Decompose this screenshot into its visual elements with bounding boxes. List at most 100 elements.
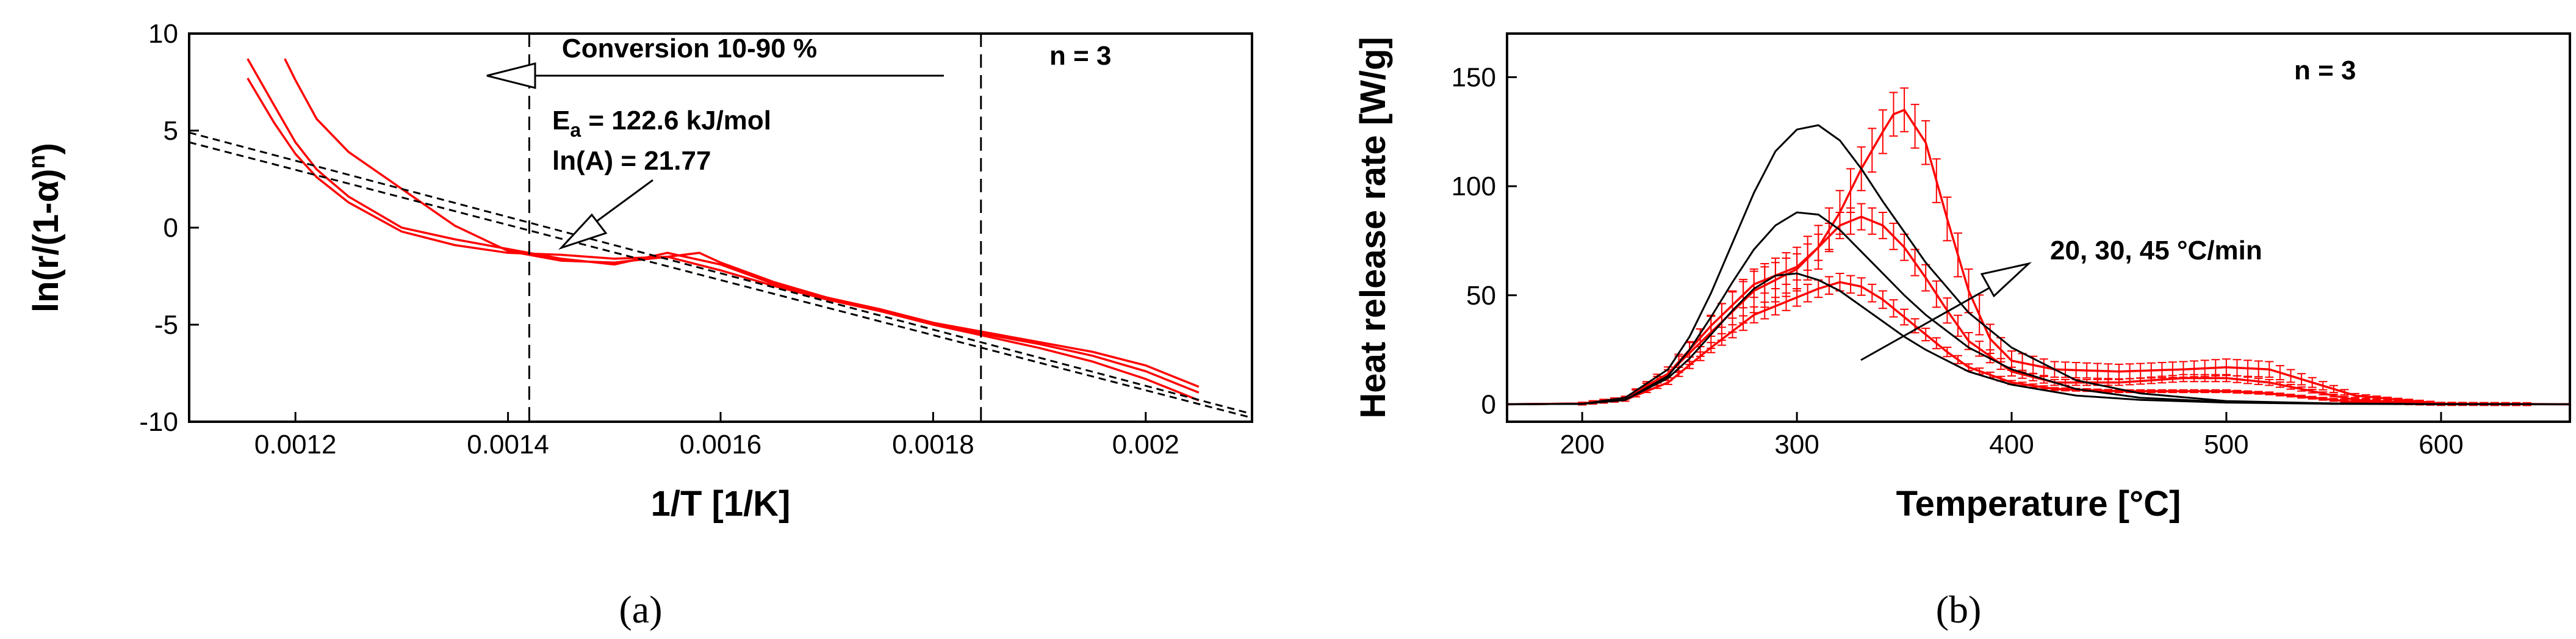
chart-a-ea-value: = 122.6 kJ/mol xyxy=(581,106,771,135)
chart-b-error-bar xyxy=(2275,365,2284,381)
chart-a-y-tick-label: 10 xyxy=(148,19,178,49)
chart-b-error-bar xyxy=(1857,277,1866,296)
chart-a-conversion-arrow xyxy=(486,62,944,89)
chart-b-error-bar xyxy=(1910,104,1919,149)
chart-b-error-bar xyxy=(1824,207,1833,253)
chart-b-error-bar xyxy=(2329,384,2338,393)
chart-a-y-ticks: -10 -5 0 5 10 xyxy=(139,19,199,437)
chart-b-error-bar xyxy=(2093,363,2102,379)
chart-b-series xyxy=(1506,87,2571,406)
chart-b-error-bar xyxy=(2308,377,2317,388)
chart-a-y-axis-title-main: ln(r/(1-α) xyxy=(26,169,66,312)
chart-b-error-bar xyxy=(1835,190,1844,235)
chart-b-error-bar xyxy=(2286,394,2295,398)
chart-b-error-bar xyxy=(2050,387,2059,391)
chart-a-y-tick-label: -5 xyxy=(154,310,178,340)
chart-b-error-bar xyxy=(1846,275,1855,294)
chart-b-error-bar xyxy=(2254,391,2263,395)
chart-a-x-axis-title: 1/T [1/K] xyxy=(651,484,791,524)
chart-b-error-bar xyxy=(1954,314,1962,337)
chart-b: 200 300 400 500 600 0 50 100 150 Temperature [°… xyxy=(1353,32,2571,524)
chart-b-error-bar xyxy=(1878,109,1887,154)
chart-b-error-bar xyxy=(2243,376,2253,384)
chart-b-error-bar xyxy=(1964,268,1973,314)
chart-b-error-bar xyxy=(1771,258,1780,303)
chart-a-x-tick-label: 0.0018 xyxy=(892,430,974,460)
chart-b-y-axis-title: Heat release rate [W/g] xyxy=(1353,37,1393,418)
chart-b-error-bar xyxy=(1954,355,1962,364)
chart-b-error-bar xyxy=(2157,362,2167,378)
chart-b-model-line xyxy=(1506,124,2571,405)
chart-b-error-bar xyxy=(2115,363,2123,380)
chart-b-error-bar xyxy=(1921,327,1930,342)
chart-b-error-bar xyxy=(1910,248,1919,276)
chart-a-ea-symbol: E xyxy=(552,106,570,135)
chart-b-error-bar xyxy=(2308,389,2317,394)
chart-b-error-bar xyxy=(2071,362,2081,378)
chart-a-y-axis-title-exponent: n xyxy=(24,154,50,168)
chart-b-error-bar xyxy=(2383,396,2392,401)
chart-b-error-bar xyxy=(1760,263,1769,308)
chart-b-x-tick-label: 200 xyxy=(1560,430,1604,460)
chart-a-ea-subscript: a xyxy=(570,119,581,141)
chart-b-error-bar xyxy=(2394,397,2403,402)
chart-b-error-bar xyxy=(1921,264,1930,292)
chart-b-error-bar xyxy=(2136,363,2145,379)
chart-b-error-bar xyxy=(2168,389,2177,394)
chart-b-y-tick-label: 100 xyxy=(1452,171,1496,201)
chart-b-error-bar xyxy=(2232,389,2242,394)
chart-b-error-bar xyxy=(1975,294,1984,336)
chart-b-error-bar xyxy=(2243,390,2253,394)
chart-b-error-bar xyxy=(2319,397,2328,401)
chart-b-error-bar xyxy=(2415,399,2424,404)
chart-b-error-bar xyxy=(2319,391,2328,395)
chart-a-n-label: n = 3 xyxy=(1049,41,1112,71)
chart-b-error-bar xyxy=(1803,236,1812,281)
chart-b-error-bar xyxy=(2405,399,2414,403)
chart-b-error-bar xyxy=(2115,378,2123,386)
chart-a-fit-line xyxy=(189,141,1253,419)
chart-a-y-tick-label: 5 xyxy=(164,116,178,146)
chart-b-error-bar xyxy=(2039,358,2048,377)
chart-b-error-bar xyxy=(2297,394,2306,399)
chart-b-error-bar xyxy=(2308,395,2317,400)
chart-b-error-bar xyxy=(1921,120,1930,165)
chart-b-error-bar xyxy=(2243,359,2253,377)
chart-b-error-bar xyxy=(2361,398,2370,403)
chart-b-y-ticks: 0 50 100 150 xyxy=(1452,62,1517,419)
chart-b-error-bar xyxy=(2329,394,2338,398)
chart-b-error-bar xyxy=(2361,394,2370,399)
chart-a-x-tick-label: 0.002 xyxy=(1112,430,1179,460)
chart-b-y-tick-label: 50 xyxy=(1466,281,1496,311)
chart-b-error-bar xyxy=(2222,389,2231,394)
chart-b-error-bar xyxy=(2372,395,2381,400)
chart-a-measured-line xyxy=(246,58,1200,394)
chart-b-error-bar xyxy=(2265,378,2274,386)
chart-b-error-bar xyxy=(2222,358,2231,377)
chart-b-error-bar xyxy=(2200,389,2209,394)
chart-b-error-bar xyxy=(2082,362,2092,379)
chart-a-y-axis-title-close: ) xyxy=(26,143,66,154)
chart-b-error-bar xyxy=(2275,381,2284,388)
chart-b-x-tick-label: 600 xyxy=(2419,430,2463,460)
panel-label-a: (a) xyxy=(619,588,662,631)
chart-b-error-bar xyxy=(2104,363,2113,380)
chart-b-y-tick-label: 0 xyxy=(1481,389,1496,419)
chart-b-error-bar xyxy=(2168,361,2177,378)
chart-b-error-bar xyxy=(2275,392,2284,397)
chart-a-frame xyxy=(188,32,1253,423)
panel-label-b: (b) xyxy=(1936,588,1982,631)
chart-a-conversion-label: Conversion 10-90 % xyxy=(562,34,817,63)
chart-b-plot-area xyxy=(1506,32,2571,423)
chart-b-error-bar xyxy=(1889,222,1898,250)
chart-a-x-tick-label: 0.0016 xyxy=(680,430,762,460)
chart-b-error-bar xyxy=(2254,377,2263,385)
chart-b-error-bar xyxy=(1868,207,1877,235)
chart-a-fit-line xyxy=(189,131,1253,415)
chart-b-error-bar xyxy=(2179,361,2188,378)
chart-a-ea-label: Ea = 122.6 kJ/mol xyxy=(552,106,771,141)
chart-b-error-bar xyxy=(2179,389,2188,394)
chart-a: 0.0012 0.0014 0.0016 0.0018 0.002 -10-50510 … xyxy=(24,19,1253,524)
chart-b-error-bar xyxy=(2340,389,2349,396)
